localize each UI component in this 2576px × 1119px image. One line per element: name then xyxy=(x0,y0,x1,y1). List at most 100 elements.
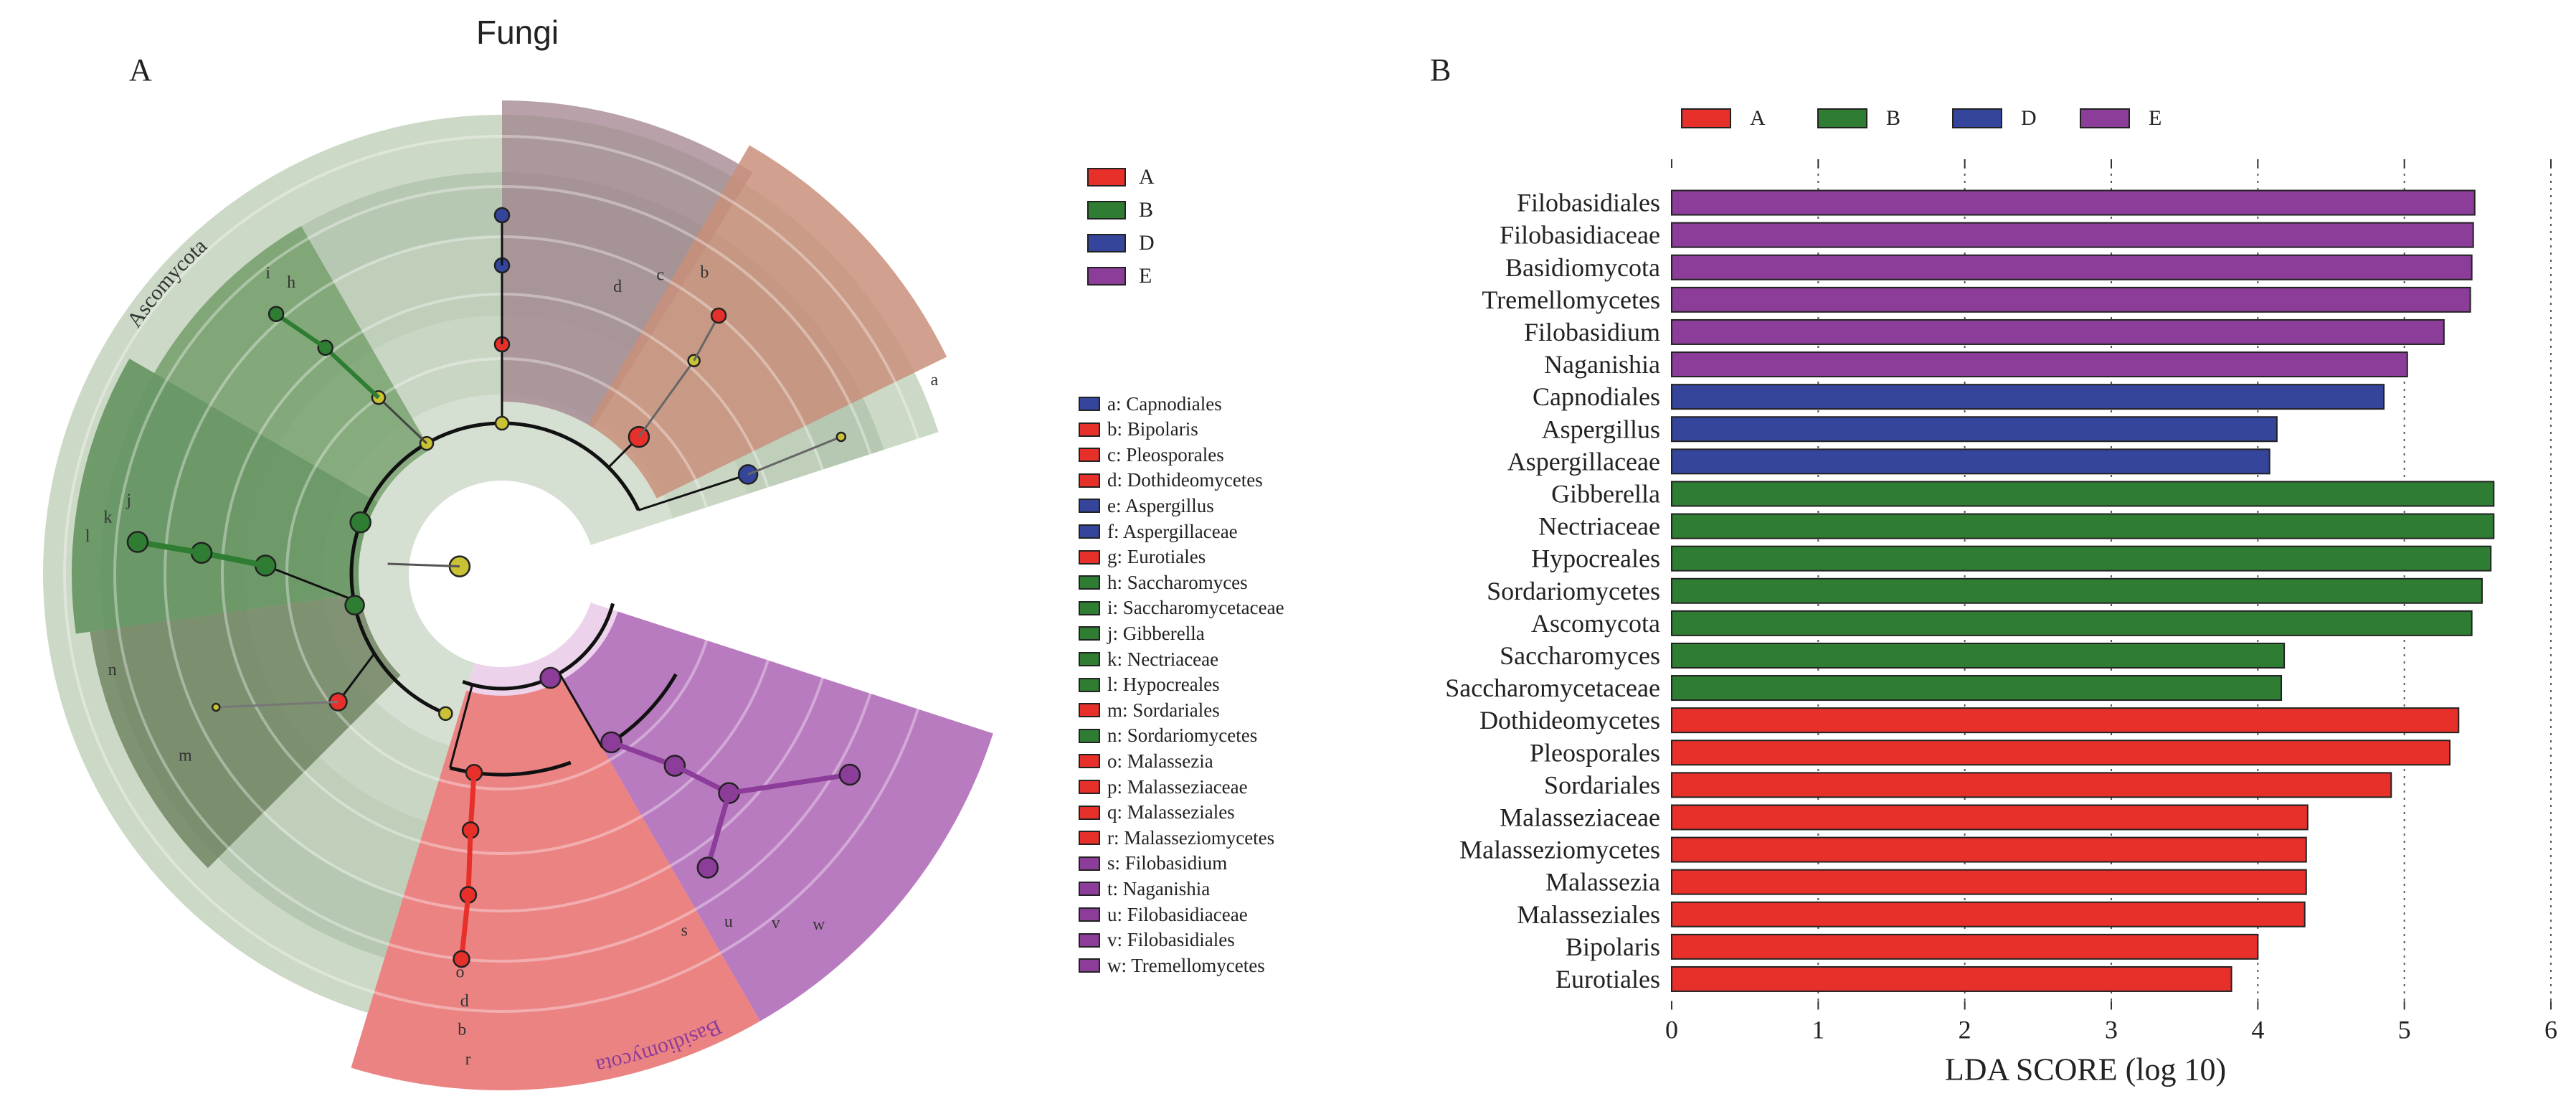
taxa-legend-item: c: Pleosporales xyxy=(1079,443,1224,467)
taxa-legend-swatch xyxy=(1079,397,1100,411)
x-tick-label: 6 xyxy=(2544,1016,2557,1044)
taxa-legend-swatch xyxy=(1079,448,1100,463)
legend-group-e: E xyxy=(1087,264,1152,288)
lda-legend-swatch-b xyxy=(1817,108,1867,128)
tree-node-eurotio xyxy=(494,415,510,431)
lda-bar-label: Eurotiales xyxy=(1555,965,1660,993)
sector-label-d2: d xyxy=(460,992,469,1011)
sector-label-v: v xyxy=(772,914,780,932)
taxa-legend-swatch xyxy=(1079,805,1100,820)
taxa-legend-label: k: Nectriaceae xyxy=(1107,648,1219,670)
sector-group-e-tremellomycetes xyxy=(563,611,993,1021)
cladogram-level-line xyxy=(221,293,770,855)
taxa-legend-label: r: Malasseziomycetes xyxy=(1107,826,1275,849)
sector-label-s: s xyxy=(681,921,688,940)
tree-node-e xyxy=(493,207,511,224)
lda-bar-label: Aspergillaceae xyxy=(1507,447,1660,476)
tree-edge-a xyxy=(638,473,749,511)
lda-legend-label-b: B xyxy=(1886,106,1901,130)
sector-group-b-saccharomycetaceae xyxy=(154,226,431,502)
taxa-legend-label: g: Eurotiales xyxy=(1107,546,1206,568)
lda-bar-label: Naganishia xyxy=(1544,350,1660,379)
x-tick-label: 5 xyxy=(2398,1016,2411,1044)
lda-bar xyxy=(1671,318,2445,345)
lda-bar-label: Filobasidiaceae xyxy=(1500,221,1660,250)
taxa-legend-swatch xyxy=(1079,780,1100,794)
taxa-legend-swatch xyxy=(1079,907,1100,922)
sector-group-d-aspergillus xyxy=(502,100,753,428)
taxa-legend-item: d: Dothideomycetes xyxy=(1079,468,1263,493)
tree-node-m-leaf xyxy=(211,702,221,712)
tree-node-basidio xyxy=(539,666,562,689)
panel-b-label: B xyxy=(1430,52,1452,88)
sector-group-a-malasseziomycetes xyxy=(351,679,760,1091)
taxa-legend-swatch xyxy=(1079,932,1100,948)
cladogram-level-line xyxy=(164,235,824,912)
taxa-legend-swatch xyxy=(1079,703,1100,718)
lda-bar xyxy=(1671,804,2309,831)
taxa-legend-item: u: Filobasidiaceae xyxy=(1079,902,1248,927)
tree-arc-malassezia xyxy=(449,760,572,777)
taxa-legend-swatch xyxy=(1079,882,1100,897)
taxa-legend-swatch xyxy=(1079,549,1100,565)
sector-label-m: m xyxy=(179,747,192,765)
legend-label-d: D xyxy=(1139,231,1155,255)
taxa-legend-label: i: Saccharomycetaceae xyxy=(1107,597,1284,619)
lda-legend-d: D xyxy=(1952,106,2037,131)
taxa-legend-item: w: Tremellomycetes xyxy=(1079,953,1265,978)
taxa-legend-item: j: Gibberella xyxy=(1079,621,1205,646)
sector-group-b-hypocreales xyxy=(72,359,378,634)
tree-edge-m2 xyxy=(216,701,338,709)
lda-bar-label: Aspergillus xyxy=(1542,415,1660,443)
taxa-legend-item: g: Eurotiales xyxy=(1079,545,1206,570)
legend-group-a: A xyxy=(1087,165,1155,189)
tree-edge-v xyxy=(610,740,676,768)
x-tick-label: 1 xyxy=(1812,1016,1824,1044)
taxa-legend-label: w: Tremellomycetes xyxy=(1107,954,1265,976)
taxa-legend-item: e: Aspergillus xyxy=(1079,494,1214,518)
lda-bar-label: Ascomycota xyxy=(1531,609,1660,638)
lda-bar-label: Gibberella xyxy=(1551,479,1660,508)
legend-label-b: B xyxy=(1139,198,1154,222)
lda-bar-label: Nectriaceae xyxy=(1538,512,1660,541)
lda-bar xyxy=(1671,384,2385,410)
sector-label-b2: b xyxy=(458,1021,466,1039)
legend-swatch-e xyxy=(1087,267,1126,285)
sector-group-a-dothideomycetes xyxy=(588,145,947,499)
lda-bar-label: Filobasidiales xyxy=(1517,189,1660,217)
lda-bar xyxy=(1671,189,2476,216)
x-tick-label: 3 xyxy=(2105,1016,2118,1044)
sector-label-d: d xyxy=(613,278,622,296)
taxa-legend-swatch xyxy=(1079,473,1100,488)
lda-bar xyxy=(1671,416,2278,443)
lda-legend-e: E xyxy=(2080,106,2161,131)
lda-bar-label: Malasseziaceae xyxy=(1500,803,1660,831)
x-tick-label: 0 xyxy=(1665,1016,1678,1044)
lda-legend-a: A xyxy=(1681,106,1766,131)
lda-bar xyxy=(1671,933,2259,960)
taxa-legend-swatch xyxy=(1079,728,1100,743)
x-axis-label: LDA SCORE (log 10) xyxy=(1945,1052,2226,1087)
tree-node-j xyxy=(126,531,149,553)
legend-label-e: E xyxy=(1139,264,1152,288)
taxa-legend-swatch xyxy=(1079,575,1100,590)
lda-bar xyxy=(1671,481,2495,507)
tree-edge-w xyxy=(558,672,604,749)
taxa-legend-item: r: Malasseziomycetes xyxy=(1079,826,1274,850)
taxa-legend-label: a: Capnodiales xyxy=(1107,392,1222,415)
taxa-legend-item: h: Saccharomyces xyxy=(1079,570,1248,595)
lda-bar-label: Sordariomycetes xyxy=(1487,577,1660,605)
tree-edge-a2 xyxy=(747,435,842,476)
cladogram-ring-0 xyxy=(323,395,673,746)
taxa-legend-item: f: Aspergillaceae xyxy=(1079,519,1238,544)
lda-bar-label: Sordariales xyxy=(1544,770,1660,799)
sector-label-b: b xyxy=(700,263,709,282)
taxa-legend-item: b: Bipolaris xyxy=(1079,417,1198,442)
lda-legend-swatch-e xyxy=(2080,108,2130,128)
sector-label-i: i xyxy=(265,264,270,283)
lda-bar-label: Filobasidium xyxy=(1524,318,1660,346)
taxa-legend-label: n: Sordariomycetes xyxy=(1107,724,1258,747)
tree-node-asco-base xyxy=(438,706,453,721)
taxa-legend-item: o: Malassezia xyxy=(1079,749,1213,773)
